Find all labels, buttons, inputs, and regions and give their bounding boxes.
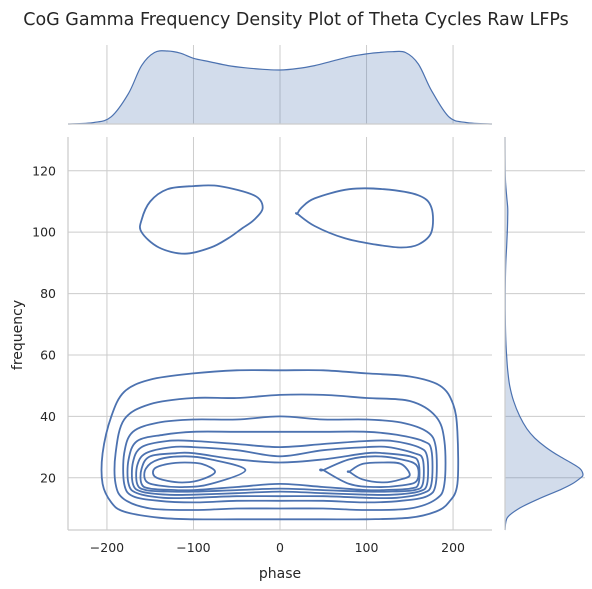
marginal-x-density-fill (68, 50, 492, 124)
marginal-x-plot (67, 45, 493, 125)
x-axis-label: phase (259, 566, 301, 582)
kde-contour-level-5 (130, 439, 430, 496)
kde-contour-level-4 (126, 430, 434, 500)
kde-contour-inner-right (319, 455, 420, 488)
kde-contour-core-left (152, 461, 216, 484)
y-tick-label: 60 (40, 347, 56, 362)
kde-contour-upper-left (139, 184, 264, 255)
y-tick-label: 40 (40, 409, 56, 424)
marginal-y-density-line (504, 136, 584, 531)
kde-contour-level-1 (100, 369, 460, 521)
y-tick-label: 120 (32, 163, 56, 178)
kde-contour-level-3 (122, 415, 438, 504)
y-tick-label: 100 (32, 225, 56, 240)
y-axis-label: frequency (10, 300, 26, 370)
marginal-y-plot (504, 136, 585, 531)
x-tick-label: −200 (90, 540, 124, 555)
y-tick-label: 80 (40, 286, 56, 301)
x-tick-label: 200 (441, 540, 465, 555)
x-tick-label: 100 (355, 540, 379, 555)
kde-contour-level-7 (139, 451, 421, 492)
kde-contour-upper-right (294, 187, 434, 249)
x-tick-label: 0 (276, 540, 284, 555)
kde-contour-level-2 (113, 393, 447, 511)
x-tick-label: −100 (176, 540, 210, 555)
marginal-x-density-line (67, 50, 493, 125)
joint-kde-plot: −200 −100 0 100 200 20 40 60 80 100 120 (32, 137, 492, 555)
kde-contour-core-right (346, 461, 411, 484)
kde-contour-inner-left (143, 455, 247, 488)
kde-contour-level-6 (135, 445, 425, 493)
marginal-y-density-fill (505, 137, 584, 530)
y-tick-label: 20 (40, 470, 56, 485)
chart-title: CoG Gamma Frequency Density Plot of Thet… (23, 10, 569, 30)
